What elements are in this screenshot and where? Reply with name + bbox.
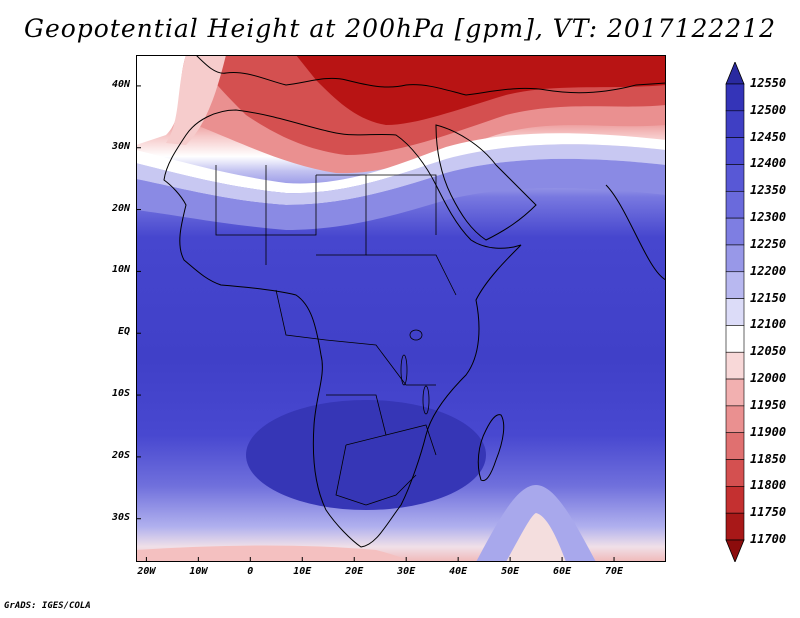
- colorbar-level-label: 11950: [750, 397, 787, 412]
- colorbar-level-label: 12250: [750, 236, 787, 251]
- chart-title: Geopotential Height at 200hPa [gpm], VT:…: [23, 14, 777, 43]
- lon-tick-label: 40E: [449, 566, 468, 577]
- map-plot: [136, 55, 666, 562]
- colorbar-level-label: 11750: [750, 505, 787, 520]
- lat-tick-label: 30N: [111, 140, 130, 152]
- lat-tick-label: 20N: [111, 202, 130, 214]
- colorbar-level-label: 12000: [750, 371, 787, 386]
- lon-tick-label: 60E: [553, 566, 572, 577]
- colorbar-top-arrow: [725, 62, 745, 85]
- colorbar-swatch: [725, 432, 745, 460]
- colorbar-swatch: [725, 164, 745, 192]
- contour-band-12450: [246, 400, 486, 510]
- colorbar-swatch: [725, 83, 745, 112]
- lat-tick-label: 40N: [111, 78, 130, 90]
- colorbar-swatch: [725, 325, 745, 353]
- colorbar-swatch: [725, 405, 745, 434]
- contour-band-12050-nw: [166, 55, 226, 145]
- colorbar-swatch: [725, 217, 745, 246]
- colorbar-level-label: 12100: [750, 317, 787, 332]
- colorbar-swatch: [725, 378, 745, 407]
- colorbar-level-label: 11700: [750, 532, 787, 546]
- lake-tanganyika: [400, 354, 408, 386]
- colorbar-level-label: 12350: [750, 183, 787, 198]
- colorbar-swatch: [725, 137, 745, 165]
- lon-tick-label: 70E: [605, 566, 624, 577]
- india-coastline: [605, 184, 666, 281]
- contour-band-12250: [136, 158, 666, 230]
- lat-tick-label: 30S: [111, 511, 130, 523]
- contour-band-12050-south: [136, 545, 416, 562]
- lon-tick-label: 0: [247, 566, 254, 577]
- colorbar-swatch: [725, 244, 745, 273]
- contour-band-12100: [136, 133, 666, 194]
- colorbar-swatch: [725, 190, 745, 219]
- colorbar-swatch: [725, 298, 745, 326]
- lon-tick-label: 20E: [345, 566, 364, 577]
- lon-tick-label: 10E: [293, 566, 312, 577]
- colorbar-level-label: 12150: [750, 290, 787, 305]
- madagascar-coastline: [477, 414, 505, 482]
- europe-coastline: [195, 55, 666, 96]
- lat-tick-label: EQ: [117, 326, 130, 338]
- colorbar-bottom-arrow: [725, 539, 745, 562]
- lon-tick-label: 50E: [501, 566, 520, 577]
- colorbar-level-label: 11850: [750, 451, 787, 466]
- colorbar-swatch: [725, 486, 745, 514]
- grads-credit: GrADS: IGES/COLA: [4, 601, 91, 611]
- map-border: [136, 55, 666, 562]
- africa-coastline: [163, 109, 522, 548]
- contour-band-12100-east: [506, 513, 566, 562]
- colorbar-swatch: [725, 459, 745, 487]
- lake-victoria: [409, 329, 423, 341]
- lat-tick-label: 10N: [111, 264, 130, 276]
- colorbar-level-label: 12400: [750, 156, 787, 171]
- axis-ticks: [136, 85, 615, 562]
- colorbar-swatch: [725, 110, 745, 138]
- arabia-coastline: [435, 124, 537, 241]
- lake-malawi: [422, 385, 430, 415]
- lat-tick-label: 10S: [111, 388, 130, 400]
- lon-tick-label: 20W: [137, 566, 156, 577]
- colorbar-level-label: 12300: [750, 210, 787, 225]
- contour-band-11750: [296, 55, 666, 125]
- colorbar-level-label: 11800: [750, 478, 787, 493]
- colorbar-swatch: [725, 512, 745, 541]
- colorbar-level-label: 12200: [750, 263, 787, 278]
- colorbar-level-label: 12450: [750, 129, 787, 144]
- country-borders: [215, 165, 457, 506]
- lon-tick-label: 30E: [397, 566, 416, 577]
- map-panel: 40N 30N 20N 10N EQ 10S 20S 30S 20W 10W 0 10E 20E 30E 4…: [112, 55, 666, 577]
- colorbar: [725, 62, 745, 562]
- colorbar-level-label: 12500: [750, 102, 787, 117]
- contour-band-12100-nw: [136, 55, 186, 145]
- colorbar-level-label: 12050: [750, 344, 787, 359]
- colorbar-level-label: 12550: [750, 76, 787, 90]
- colorbar-swatch: [725, 271, 745, 299]
- colorbar-level-label: 11900: [750, 424, 787, 439]
- colorbar-swatch: [725, 351, 745, 380]
- lon-tick-label: 10W: [189, 566, 208, 577]
- lat-tick-label: 20S: [111, 449, 130, 461]
